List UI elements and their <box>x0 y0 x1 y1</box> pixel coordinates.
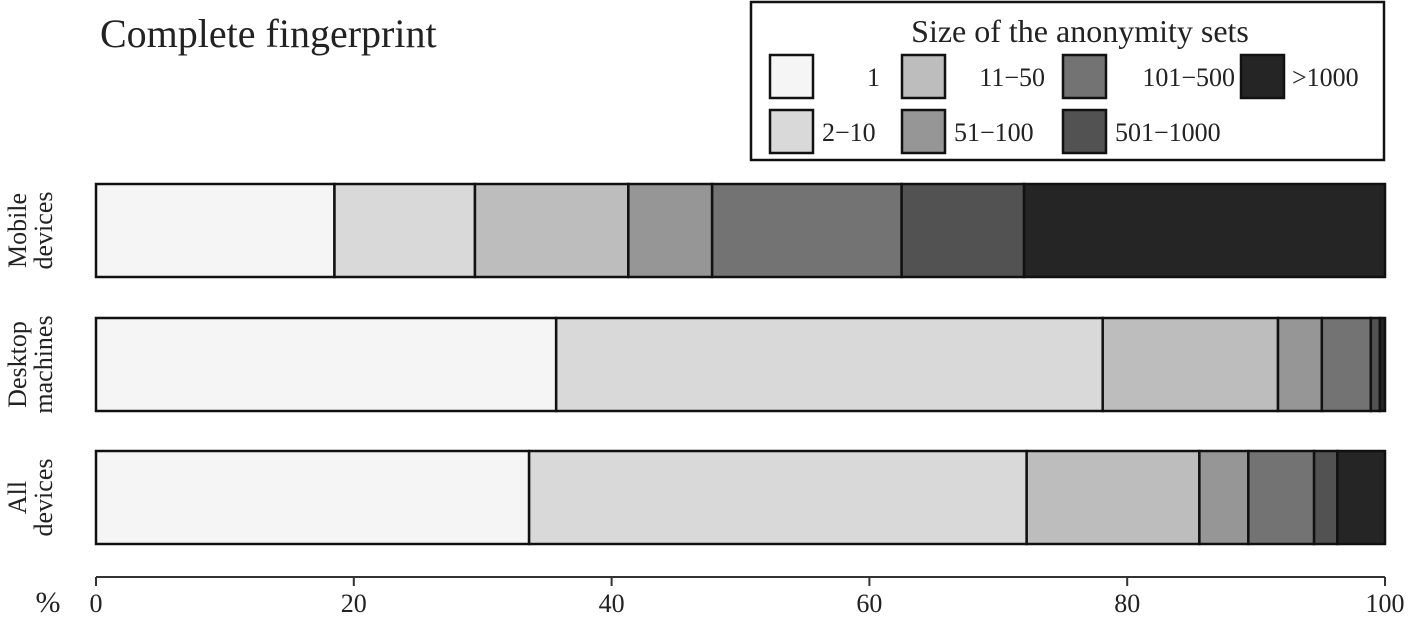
legend-swatch <box>1239 53 1286 100</box>
legend-swatch <box>900 108 947 155</box>
bar-segment <box>1022 182 1387 279</box>
bar-segment <box>1320 316 1373 413</box>
x-axis-label: % <box>36 586 61 616</box>
legend-title: Size of the anonymity sets <box>911 13 1249 49</box>
legend-label: 1 <box>867 63 880 92</box>
legend-label: 51−100 <box>954 118 1034 147</box>
bar-segment <box>1101 316 1280 413</box>
bar-segment <box>1198 449 1250 546</box>
x-tick-label: 40 <box>599 589 625 616</box>
bar-segment <box>527 449 1028 546</box>
x-tick-label: 60 <box>856 589 882 616</box>
category-label: machines <box>29 315 58 413</box>
legend-swatch <box>900 53 947 100</box>
bar-segment <box>710 182 903 279</box>
category-label: Mobile <box>3 193 32 268</box>
bar-segment <box>333 182 477 279</box>
bar-segment <box>94 182 336 279</box>
bar-segment <box>1025 449 1201 546</box>
legend-label: 2−10 <box>822 118 876 147</box>
bar-segment <box>94 316 558 413</box>
legend-label: 101−500 <box>1142 63 1235 92</box>
x-tick-label: 20 <box>341 589 367 616</box>
bar-segment <box>1276 316 1324 413</box>
legend-label: >1000 <box>1292 63 1359 92</box>
bar-segment <box>1369 316 1382 413</box>
bar-segment <box>627 182 714 279</box>
x-tick-label: 0 <box>90 589 103 616</box>
bar-segment <box>1378 316 1387 413</box>
category-label: All <box>3 481 32 514</box>
legend-swatch <box>1061 53 1108 100</box>
bar-segment <box>94 449 531 546</box>
bar-segment <box>1336 449 1387 546</box>
x-tick-label: 100 <box>1366 589 1405 616</box>
legend-swatch <box>768 53 815 100</box>
bar-segment <box>900 182 1026 279</box>
chart-title: Complete fingerprint <box>100 11 437 56</box>
bar-segment <box>1312 449 1339 546</box>
legend-label: 11−50 <box>979 63 1045 92</box>
legend-swatch <box>1061 108 1108 155</box>
category-label: devices <box>29 192 58 270</box>
bar-segment <box>1247 449 1316 546</box>
category-label: Desktop <box>3 321 32 408</box>
legend-swatch <box>768 108 815 155</box>
bar-segment <box>473 182 630 279</box>
bar-segment <box>554 316 1104 413</box>
legend-label: 501−1000 <box>1115 118 1221 147</box>
category-label: devices <box>29 459 58 537</box>
x-tick-label: 80 <box>1114 589 1140 616</box>
